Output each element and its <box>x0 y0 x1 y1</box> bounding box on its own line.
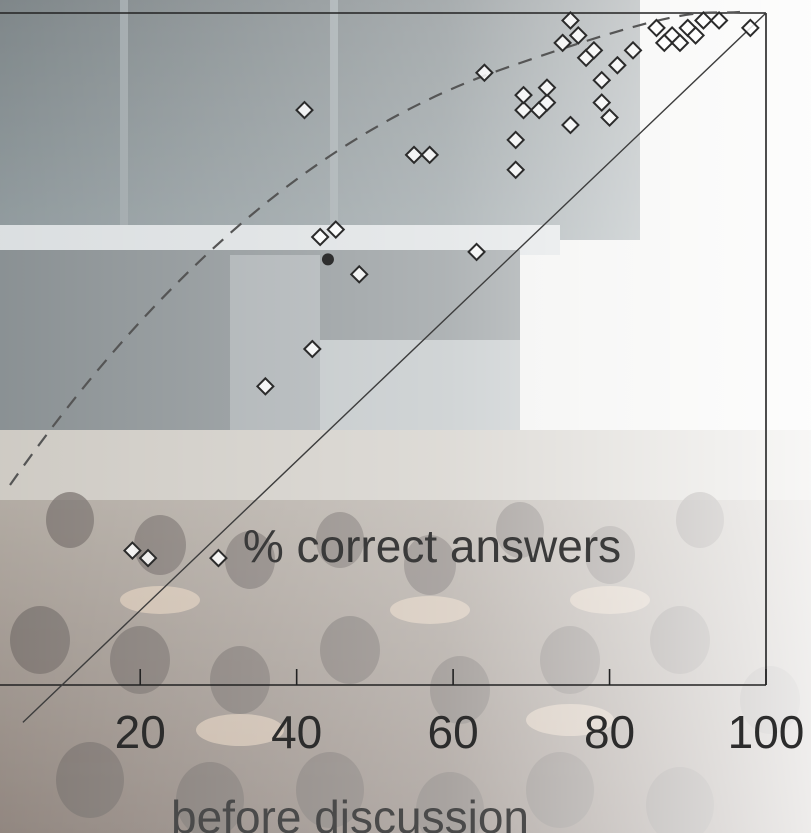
data-point <box>553 33 573 53</box>
data-point <box>592 70 612 90</box>
data-point <box>654 33 674 53</box>
x-axis-label: before discussion <box>171 791 529 833</box>
data-points <box>122 11 760 568</box>
x-tick-label: 60 <box>428 706 479 758</box>
data-point <box>694 11 713 30</box>
x-tick-label: 20 <box>115 706 166 758</box>
highlight-point <box>321 253 334 266</box>
x-tick-label: 100 <box>728 706 805 758</box>
reference-lines <box>9 10 767 723</box>
data-point <box>302 339 322 359</box>
data-point <box>537 78 557 98</box>
annotation-label: % correct answers <box>243 520 621 572</box>
data-point <box>467 242 486 262</box>
data-point <box>474 63 494 83</box>
data-point <box>709 11 729 30</box>
data-point <box>584 40 604 60</box>
data-point <box>561 11 580 30</box>
data-point <box>568 25 588 45</box>
data-point <box>209 548 228 568</box>
identity-line <box>22 12 767 723</box>
data-point <box>506 130 526 150</box>
data-point <box>623 40 643 60</box>
plot-axes <box>0 12 767 686</box>
data-point <box>600 108 619 127</box>
data-point <box>686 25 706 45</box>
data-point <box>514 85 533 105</box>
data-point <box>592 93 612 113</box>
data-point <box>561 115 580 135</box>
data-point <box>740 18 760 38</box>
data-point <box>506 160 526 180</box>
data-point <box>295 100 314 120</box>
data-point <box>647 18 666 38</box>
trend-line <box>9 10 741 486</box>
data-point <box>310 227 330 247</box>
data-point <box>514 100 533 120</box>
data-point <box>255 376 275 396</box>
x-tick-labels: 20 40 60 80 100 <box>115 669 805 758</box>
data-point <box>122 541 142 561</box>
x-tick-label: 80 <box>584 706 635 758</box>
data-point <box>420 145 440 165</box>
data-point <box>138 548 158 568</box>
data-point <box>607 55 627 75</box>
data-point <box>404 145 424 165</box>
data-point <box>326 220 346 239</box>
data-point <box>537 93 557 113</box>
x-tick-label: 40 <box>271 706 322 758</box>
data-point <box>670 33 690 53</box>
data-point <box>349 264 369 284</box>
